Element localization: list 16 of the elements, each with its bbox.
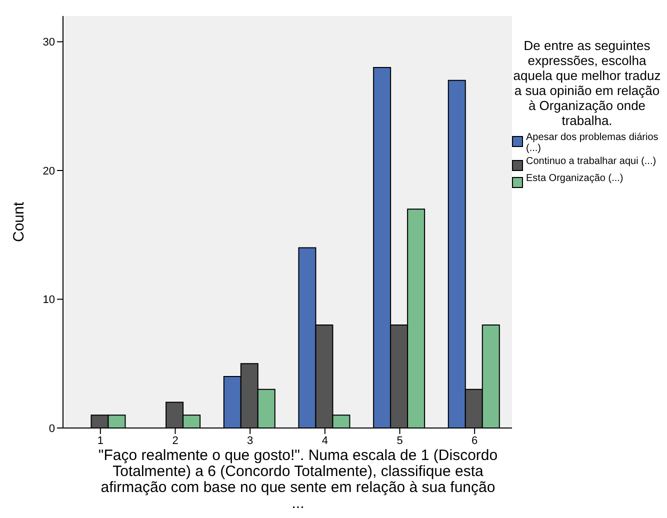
x-tick-label: 3 bbox=[247, 434, 254, 447]
x-tick-label: 2 bbox=[172, 434, 178, 447]
y-tick-label: 10 bbox=[42, 294, 55, 306]
legend-title: De entre as seguintes expressões, escolha aquela que melhor traduz a sua opinião em relação à Organização onde trabalha. bbox=[512, 38, 662, 128]
y-axis-title: Count bbox=[10, 201, 28, 242]
legend-label: Apesar dos problemas diários (...) bbox=[526, 132, 660, 154]
x-tick-label: 4 bbox=[322, 434, 328, 447]
x-tick-label: 5 bbox=[396, 434, 403, 447]
y-tick-label: 0 bbox=[48, 422, 55, 435]
x-axis-title: "Faço realmente o que gosto!". Numa escala de 1 (Discordo Totalmente) a 6 (Concordo Totalmente), classifique esta afirmação com base no que sente em relação à sua função ... bbox=[98, 447, 498, 512]
y-tick-label: 30 bbox=[42, 36, 55, 49]
x-tick-label: 6 bbox=[472, 434, 478, 447]
legend-label: Esta Organização (...) bbox=[526, 173, 624, 184]
x-tick-label: 1 bbox=[97, 434, 104, 447]
y-tick-label: 20 bbox=[42, 165, 55, 178]
legend-label: Continuo a trabalhar aqui (...) bbox=[526, 156, 656, 167]
